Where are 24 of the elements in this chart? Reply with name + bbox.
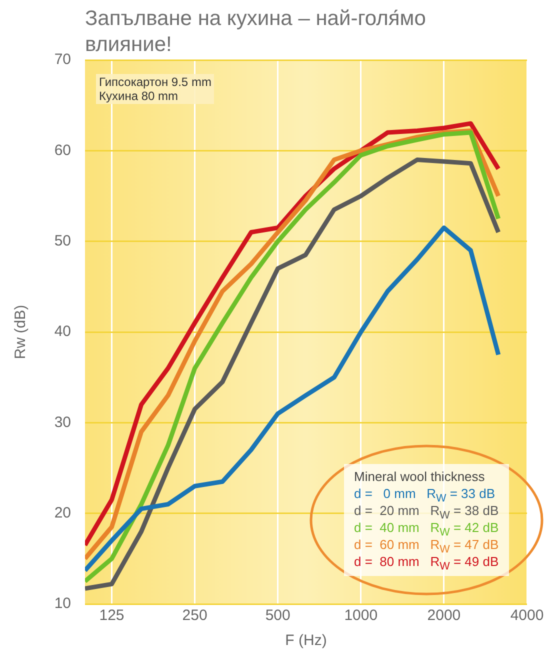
x-tick-label: 250 xyxy=(182,607,208,624)
text: d = 20 mm R$_{W}$ = 38 dB xyxy=(354,502,499,522)
y-axis-title: Rw (dB) xyxy=(12,304,30,360)
text: d = 80 mm R$_{W}$ = 49 dB xyxy=(354,553,499,573)
y-tick-label: 30 xyxy=(54,414,71,431)
y-tick-label: 60 xyxy=(54,142,71,159)
x-tick-label: 4000 xyxy=(510,607,544,624)
text: d = 40 mm R$_{W}$ = 42 dB xyxy=(354,519,499,539)
y-tick-label: 10 xyxy=(54,595,71,612)
y-tick-label: 70 xyxy=(54,51,71,68)
x-tick-label: 125 xyxy=(99,607,124,624)
y-tick-label: 40 xyxy=(54,323,71,340)
x-tick-label: 2000 xyxy=(427,607,461,624)
legend-title: Mineral wool thickness xyxy=(354,468,486,485)
y-tick-label: 20 xyxy=(54,504,71,522)
y-tick-label: 50 xyxy=(54,232,71,250)
x-axis-title: F (Hz) xyxy=(285,632,327,650)
text: d = 60 mm R$_{W}$ = 47 dB xyxy=(354,536,499,556)
text: d = 0 mm R$_{W}$ = 33 dB xyxy=(354,485,496,505)
x-tick-label: 500 xyxy=(265,607,290,624)
annotation: Кухина 80 mm xyxy=(99,89,180,103)
x-tick-label: 1000 xyxy=(344,607,378,624)
chart-title: Запълване на кухина – най-голя́мо влияние! xyxy=(85,6,427,58)
annotation: Гипсокартон 9.5 mm xyxy=(99,75,212,89)
